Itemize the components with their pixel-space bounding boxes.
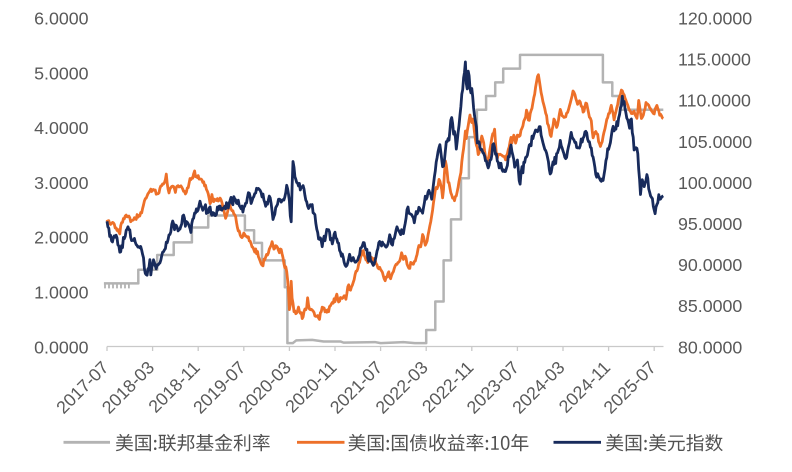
svg-text:90.0000: 90.0000 [678,255,742,275]
svg-text:1.0000: 1.0000 [34,283,88,303]
svg-text:100.0000: 100.0000 [678,173,752,193]
svg-text:0.0000: 0.0000 [34,337,88,357]
svg-text:105.0000: 105.0000 [678,132,752,152]
svg-text:120.0000: 120.0000 [678,9,752,29]
svg-text:80.0000: 80.0000 [678,337,742,357]
svg-text:95.0000: 95.0000 [678,214,742,234]
svg-text:115.0000: 115.0000 [678,50,751,70]
svg-text:5.0000: 5.0000 [34,63,88,83]
svg-text:3.0000: 3.0000 [34,173,88,193]
svg-text:85.0000: 85.0000 [678,296,742,316]
svg-text:4.0000: 4.0000 [34,118,88,138]
svg-text:2.0000: 2.0000 [34,228,88,248]
svg-text:6.0000: 6.0000 [34,9,88,29]
svg-text:110.0000: 110.0000 [678,91,751,111]
